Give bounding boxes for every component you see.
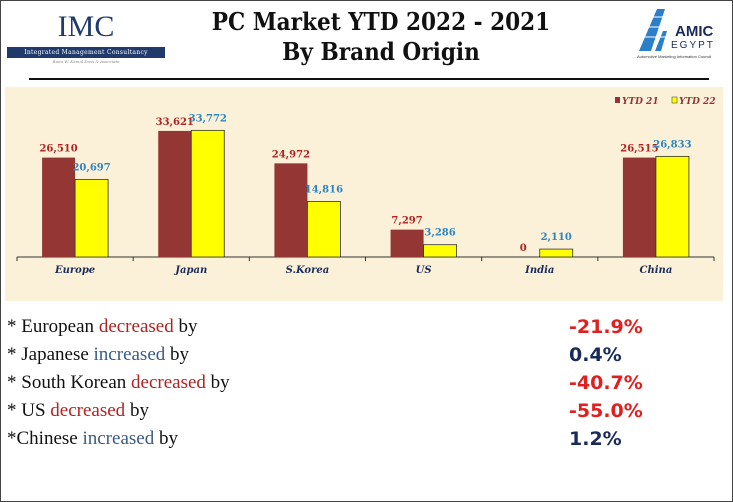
summary-line: * South Korean decreased by xyxy=(7,369,230,397)
data-label: 33,621 xyxy=(156,117,194,128)
bar-ytd21 xyxy=(274,163,308,257)
summary-prefix: * European xyxy=(7,316,99,337)
summary-suffix: by xyxy=(125,400,149,421)
data-label: 26,510 xyxy=(39,144,77,155)
imc-logo: IMC Integrated Management Consultancy Ra… xyxy=(7,11,165,64)
summary-suffix: by xyxy=(165,344,190,365)
chart-panel: 26,510 20,697 Europe 33,621 33,772 Japan 24,97… xyxy=(5,87,723,301)
summary-prefix: * US xyxy=(7,400,51,421)
legend-label: YTD 22 xyxy=(679,97,716,107)
category-label: US xyxy=(416,265,432,276)
summary-prefix: *Chinese xyxy=(7,428,83,449)
bar-ytd22 xyxy=(539,248,574,258)
summary-line: * European decreased by xyxy=(7,313,230,341)
legend-swatch xyxy=(671,96,678,104)
data-label: 20,697 xyxy=(72,162,110,173)
summary-value: 0.4% xyxy=(569,344,622,366)
summary-verb: increased xyxy=(93,344,166,365)
summary-value: -40.7% xyxy=(569,372,643,394)
legend-label: YTD 21 xyxy=(622,97,659,107)
data-label: 14,816 xyxy=(305,184,343,195)
summary-suffix: by xyxy=(173,316,198,337)
data-label: 7,297 xyxy=(391,216,422,227)
bar-ytd21 xyxy=(390,229,424,257)
amic-logo-a-icon xyxy=(637,9,677,51)
amic-logo-top: AMIC xyxy=(675,23,714,40)
summary-line: *Chinese increased by xyxy=(7,425,230,453)
data-label: 24,972 xyxy=(272,149,310,160)
summary-prefix: * South Korean xyxy=(7,372,132,393)
summary-value: 1.2% xyxy=(569,428,622,450)
category-label: China xyxy=(640,265,673,276)
summary-value: -21.9% xyxy=(569,316,643,338)
data-label: 2,110 xyxy=(541,232,572,243)
data-label: 0 xyxy=(520,243,527,254)
bar-ytd22 xyxy=(307,201,341,258)
summary-values: -21.9% 0.4% -40.7% -55.0% 1.2% xyxy=(569,313,643,453)
category-label: S.Korea xyxy=(286,265,330,276)
data-label: 26,833 xyxy=(653,139,691,150)
bar-ytd21 xyxy=(622,157,656,257)
title-divider xyxy=(29,78,709,80)
amic-logo-bottom: EGYPT xyxy=(671,40,715,51)
title-line-2: By Brand Origin xyxy=(282,37,480,66)
summary-verb: increased xyxy=(82,428,155,449)
summary-prefix: * Japanese xyxy=(7,344,94,365)
bar-ytd22 xyxy=(190,129,225,258)
summary-line: * US decreased by xyxy=(7,397,230,425)
summary-suffix: by xyxy=(205,372,230,393)
bar-ytd21 xyxy=(158,130,192,257)
bar-ytd22 xyxy=(74,178,109,258)
bar-ytd21 xyxy=(42,157,76,257)
data-label: 33,772 xyxy=(189,113,227,124)
imc-logo-name: Integrated Management Consultancy xyxy=(7,47,165,58)
summary-verb: decreased xyxy=(98,316,174,337)
category-label: India xyxy=(524,265,554,276)
imc-logo-abbr: IMC xyxy=(57,10,115,43)
title-line-1: PC Market YTD 2022 - 2021 xyxy=(211,7,551,36)
data-label: 26,515 xyxy=(620,144,658,155)
bar-ytd22 xyxy=(423,244,457,258)
summary-list: * European decreased by * Japanese increa… xyxy=(7,313,230,453)
summary-verb: decreased xyxy=(50,400,126,421)
summary-value: -55.0% xyxy=(569,400,643,422)
legend-swatch xyxy=(615,97,620,103)
category-label: Japan xyxy=(173,265,207,276)
page-title: PC Market YTD 2022 - 2021 By Brand Origi… xyxy=(201,7,561,67)
bar-ytd22 xyxy=(655,155,690,258)
summary-line: * Japanese increased by xyxy=(7,341,230,369)
category-label: Europe xyxy=(54,265,95,276)
amic-logo-caption: Automotive Marketing Information Council xyxy=(637,54,712,59)
data-label: 3,286 xyxy=(424,228,455,239)
summary-verb: decreased xyxy=(131,372,206,393)
summary-suffix: by xyxy=(154,428,178,449)
amic-logo: AMIC EGYPT Automotive Marketing Informat… xyxy=(637,7,729,59)
imc-logo-tagline: Rami W. Kamal Doss & Associate xyxy=(52,59,120,64)
